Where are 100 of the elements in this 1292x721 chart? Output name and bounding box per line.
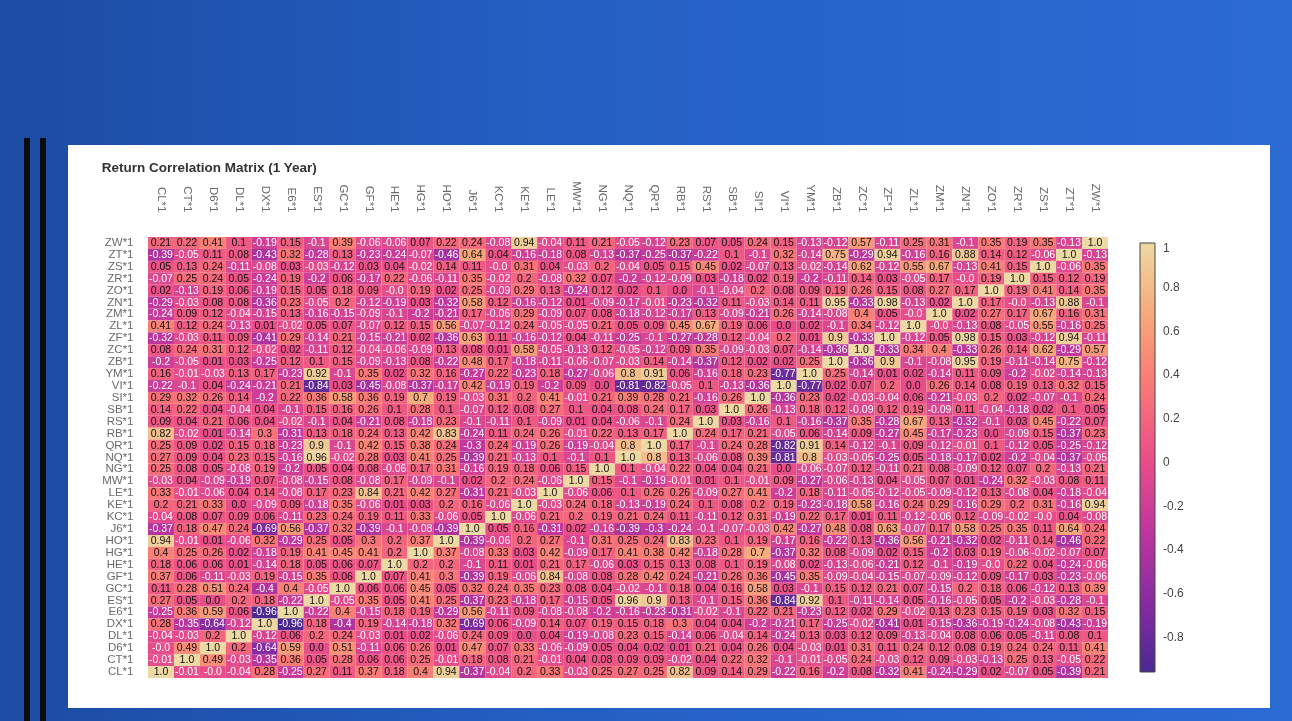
data-label: -0.06 (356, 235, 381, 248)
data-label: 0.16 (799, 665, 820, 678)
data-label: -0.28 (875, 414, 900, 427)
data-label: 0.95 (955, 355, 976, 368)
data-label: 0.06 (981, 629, 1002, 642)
data-label: 0.04 (773, 641, 795, 654)
data-label: 0.01 (384, 629, 405, 642)
y-tick-label: D6*1 (107, 641, 134, 654)
data-label: 0.01 (851, 510, 872, 523)
data-label: -0.2 (748, 617, 767, 630)
data-label: 0.04 (591, 581, 613, 594)
data-label: -0.11 (590, 331, 614, 344)
x-tick-label: NG*1 (597, 184, 610, 213)
data-label: -0.03 (226, 569, 251, 582)
data-label: 0.24 (669, 498, 691, 511)
data-label: 0.05 (591, 641, 613, 654)
data-label: 0.7 (750, 545, 766, 558)
data-label: -0.23 (953, 426, 978, 439)
data-label: -0.12 (641, 307, 667, 320)
data-label: 0.18 (254, 438, 276, 451)
data-label: -0.22 (149, 378, 174, 391)
data-label: -0.13 (823, 557, 848, 570)
data-label: 0.35 (851, 414, 872, 427)
data-label: 0.02 (799, 319, 820, 332)
data-label: 0.02 (436, 283, 457, 296)
data-label: 0.21 (591, 390, 613, 403)
data-label: -0.08 (382, 378, 407, 391)
data-label: 0.1 (646, 283, 662, 296)
data-label: 0.16 (721, 581, 743, 594)
data-label: 0.58 (332, 390, 353, 403)
data-label: 0.2 (1009, 498, 1025, 511)
data-label: -0.18 (408, 617, 433, 630)
x-tick-label: HG*1 (415, 184, 428, 213)
data-label: -0.23 (797, 605, 822, 618)
data-label: -0.25 (1057, 438, 1082, 451)
data-label: 0.31 (747, 510, 769, 523)
data-label: -0.13 (564, 343, 589, 356)
x-tick-label: ZW*1 (1090, 183, 1103, 213)
data-label: 0.05 (721, 235, 743, 248)
data-label: 0.14 (981, 247, 1002, 260)
data-label: -0.24 (564, 283, 589, 296)
data-label: 0.07 (1084, 414, 1106, 427)
data-label: 0.2 (750, 498, 766, 511)
data-label: 0.35 (1006, 522, 1028, 535)
data-label: -0.2 (800, 271, 819, 284)
data-label: 0.11 (670, 510, 690, 523)
data-label: 0.12 (721, 331, 743, 344)
data-label: -0.35 (252, 653, 277, 666)
data-label: 0.2 (983, 390, 999, 403)
data-label: 0.06 (280, 629, 302, 642)
data-label: 0.29 (929, 498, 950, 511)
y-tick-label: SB*1 (107, 402, 134, 415)
data-label: 0.13 (929, 605, 950, 618)
data-label: 0.1 (620, 486, 636, 499)
data-label: 1.0 (1009, 271, 1025, 284)
data-label: -0.84 (771, 593, 796, 606)
data-label: -0.46 (434, 247, 459, 260)
data-label: 0.35 (1032, 235, 1054, 248)
data-label: 1.0 (776, 378, 792, 391)
y-tick-label: ZB*1 (107, 355, 134, 368)
data-label: -0.02 (667, 653, 693, 666)
data-label: -0.09 (512, 617, 537, 630)
data-label: 0.41 (539, 390, 561, 403)
data-label: 0.15 (384, 438, 405, 451)
data-label: 0.01 (565, 295, 587, 308)
data-label: -0.06 (590, 367, 615, 380)
y-tick-label: J6*1 (110, 522, 134, 535)
data-label: 0.05 (1032, 438, 1054, 451)
data-label: 0.32 (565, 271, 587, 284)
color-bar-label: -0.8 (1163, 629, 1184, 644)
data-label: 0.26 (981, 343, 1002, 356)
data-label: -0.01 (745, 474, 770, 487)
data-label: -0.15 (927, 581, 952, 594)
data-label: 0.2 (309, 629, 325, 642)
data-label: 0.02 (981, 533, 1002, 546)
data-label: 0.02 (410, 629, 431, 642)
data-label: -0.06 (512, 569, 537, 582)
data-label: 0.12 (202, 307, 224, 320)
data-label: -0.0 (956, 271, 975, 284)
data-label: 1.0 (361, 569, 376, 582)
data-label: 0.24 (851, 653, 872, 666)
data-label: 0.14 (747, 629, 769, 642)
data-label: -0.32 (149, 331, 174, 344)
data-label: 0.06 (358, 581, 379, 594)
data-label: 0.18 (514, 462, 535, 475)
data-label: 0.32 (410, 367, 431, 380)
data-label: -0.14 (823, 259, 848, 272)
data-label: -0.13 (719, 378, 744, 391)
data-label: -0.18 (408, 414, 433, 427)
data-label: -0.06 (564, 486, 589, 499)
data-label: -0.16 (512, 247, 537, 260)
data-label: -0.24 (667, 522, 693, 535)
data-label: 0.12 (851, 629, 872, 642)
data-label: 0.04 (332, 462, 353, 475)
data-label: 0.41 (1032, 283, 1054, 296)
data-label: -0.06 (226, 533, 251, 546)
data-label: -0.18 (719, 271, 744, 284)
data-label: -0.14 (1031, 355, 1056, 368)
data-label: 0.82 (669, 665, 691, 678)
data-label: 0.45 (669, 319, 691, 332)
